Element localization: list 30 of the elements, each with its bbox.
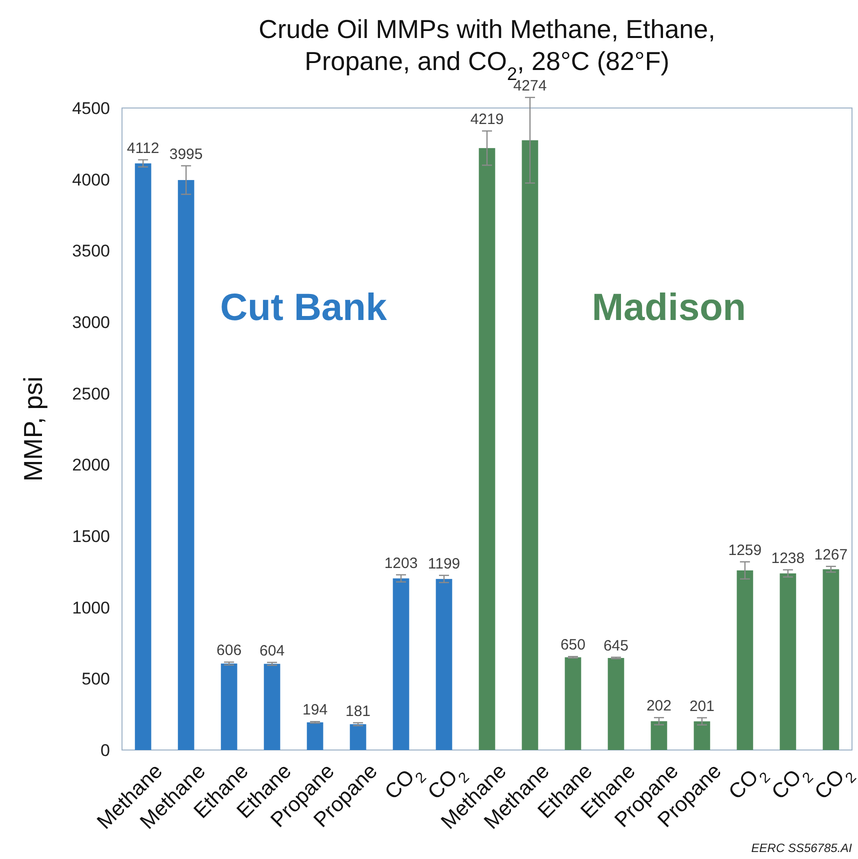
data-label: 604 — [260, 642, 285, 660]
y-tick-label: 2000 — [72, 456, 110, 475]
data-label: 1203 — [384, 554, 418, 572]
y-tick-label: 4000 — [72, 170, 110, 190]
data-label: 1259 — [728, 542, 762, 559]
y-tick-label: 2500 — [72, 384, 110, 404]
series-label: Madison — [592, 286, 746, 329]
y-tick-label: 3000 — [72, 312, 110, 332]
data-label: 3995 — [169, 146, 203, 163]
y-tick-label: 1500 — [72, 526, 110, 546]
data-label: 4219 — [470, 110, 504, 128]
data-label: 1267 — [814, 546, 848, 564]
text: EERC SS56785.AI — [751, 841, 853, 855]
data-label: 194 — [302, 702, 328, 719]
y-tick-label: 4500 — [72, 98, 110, 118]
data-label: 650 — [560, 636, 586, 654]
data-label: 181 — [346, 702, 371, 720]
y-tick-label: 1000 — [72, 598, 110, 618]
data-label: 606 — [216, 642, 242, 660]
y-tick-label: 500 — [82, 670, 110, 689]
data-label: 202 — [646, 698, 672, 715]
series-label: Cut Bank — [220, 286, 388, 329]
data-label: 1199 — [428, 555, 460, 572]
data-label: 645 — [603, 637, 628, 654]
data-label: 4112 — [126, 140, 160, 157]
y-tick-label: 3500 — [72, 242, 110, 261]
data-label: 201 — [689, 698, 714, 715]
y-axis-title: MMP, psi — [18, 376, 48, 482]
data-label: 1238 — [771, 550, 805, 567]
y-tick-label: 0 — [100, 740, 110, 760]
